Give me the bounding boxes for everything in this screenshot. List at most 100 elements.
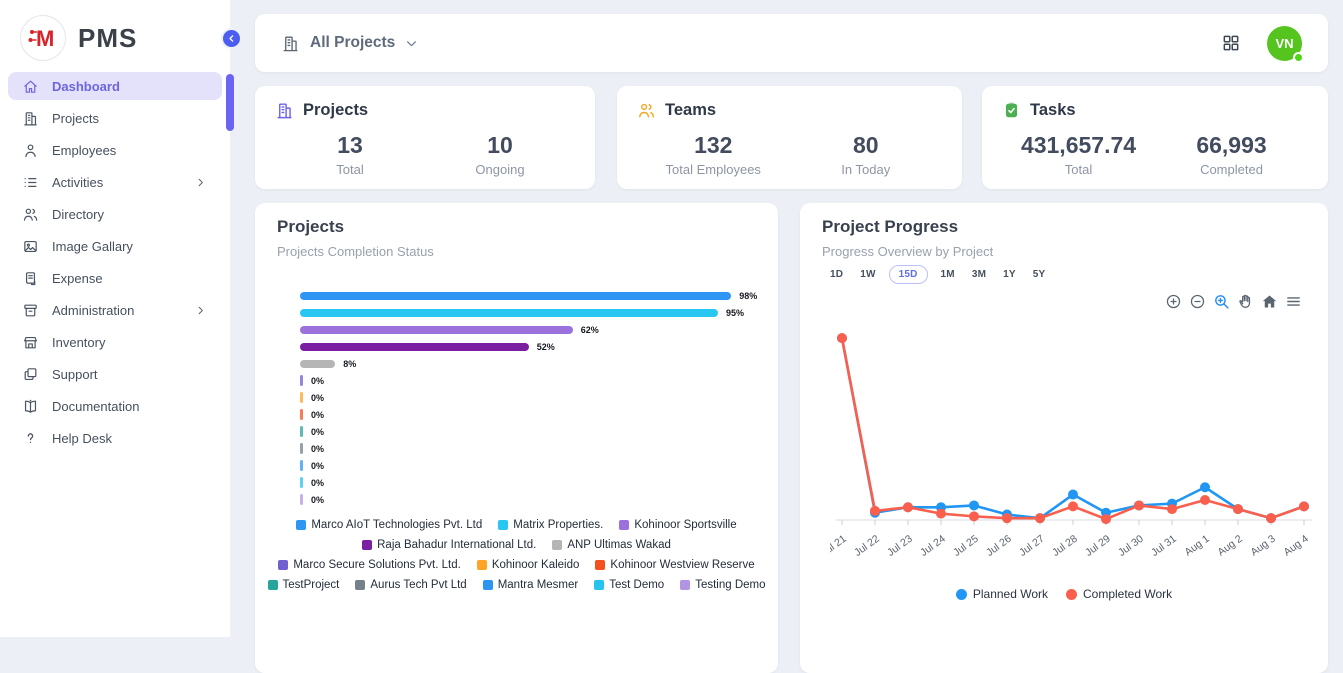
legend-item[interactable]: TestProject <box>267 579 339 591</box>
bar-row: 0% <box>300 406 764 423</box>
project-filter-dropdown[interactable]: All Projects <box>281 34 418 53</box>
stat-title: Teams <box>665 101 717 119</box>
sidebar-scrollbar-thumb[interactable] <box>226 74 234 131</box>
legend-label: Marco AIoT Technologies Pvt. Ltd <box>311 519 483 531</box>
sidebar-item-image-gallary[interactable]: Image Gallary <box>8 232 222 260</box>
bar-value-label: 0% <box>311 477 325 488</box>
legend-swatch <box>267 580 278 590</box>
bar-value-label: 0% <box>311 375 325 386</box>
legend-swatch <box>498 520 509 530</box>
legend-item[interactable]: Aurus Tech Pvt Ltd <box>355 579 467 591</box>
sidebar-item-directory[interactable]: Directory <box>8 200 222 228</box>
stat-title: Projects <box>303 101 369 119</box>
range-15d[interactable]: 15D <box>888 265 928 284</box>
list-icon <box>24 177 37 187</box>
sidebar-item-support[interactable]: Support <box>8 360 222 388</box>
range-5y[interactable]: 5Y <box>1032 269 1046 280</box>
avatar-initials: VN <box>1275 35 1294 51</box>
book-icon <box>24 399 37 413</box>
stat-card-tasks: Tasks 431,657.74 Total 66,993 Completed <box>982 86 1328 189</box>
stat-value: 132 <box>694 132 733 158</box>
legend-label: Kohinoor Kaleido <box>491 559 580 571</box>
legend-item[interactable]: Kohinoor Westview Reserve <box>595 559 755 571</box>
stat-value: 66,993 <box>1196 132 1267 158</box>
zoom-out-icon[interactable] <box>1189 293 1206 310</box>
svg-text:Jul 22: Jul 22 <box>852 533 882 559</box>
sidebar-item-help-desk[interactable]: Help Desk <box>8 424 222 452</box>
legend-completed-work[interactable]: Completed Work <box>1066 587 1172 601</box>
legend-item[interactable]: Marco Secure Solutions Pvt. Ltd. <box>278 559 461 571</box>
person-icon <box>25 143 36 157</box>
sidebar-item-label: Administration <box>52 302 135 318</box>
legend-item[interactable]: ANP Ultimas Wakad <box>552 539 671 551</box>
range-1d[interactable]: 1D <box>830 269 844 280</box>
topbar: All Projects VN <box>255 14 1328 72</box>
home-icon[interactable] <box>1261 293 1278 310</box>
legend-row: Marco Secure Solutions Pvt. Ltd. Kohinoor… <box>269 559 764 571</box>
bar-value-label: 8% <box>343 358 357 369</box>
legend-item[interactable]: Matrix Properties. <box>498 519 603 531</box>
apps-grid-button[interactable] <box>1221 33 1241 53</box>
bar-row: 0% <box>300 423 764 440</box>
range-1w[interactable]: 1W <box>860 269 876 280</box>
legend-label: Raja Bahadur International Ltd. <box>377 539 537 551</box>
people-icon <box>639 103 655 118</box>
legend-swatch <box>595 560 606 570</box>
bar-value-label: 98% <box>739 290 758 301</box>
sidebar-item-employees[interactable]: Employees <box>8 136 222 164</box>
range-3m[interactable]: 3M <box>971 269 987 280</box>
zoom-select-icon[interactable] <box>1213 293 1230 310</box>
stat-value: 10 <box>487 132 513 158</box>
sidebar-item-label: Directory <box>52 206 105 222</box>
sidebar-collapse-button[interactable] <box>221 28 242 49</box>
card-title: Projects <box>277 217 345 236</box>
legend-item[interactable]: Kohinoor Sportsville <box>619 519 737 531</box>
legend-planned-work[interactable]: Planned Work <box>955 587 1048 601</box>
sidebar-item-documentation[interactable]: Documentation <box>8 392 222 420</box>
legend-item[interactable]: Testing Demo <box>680 579 766 591</box>
stat-card-teams: Teams 132 Total Employees 80 In Today <box>617 86 962 189</box>
legend-item[interactable]: Test Demo <box>594 579 664 591</box>
chart-toolbar <box>1165 293 1302 310</box>
bar-segment <box>300 443 303 454</box>
bar-chart-legend: Marco AIoT Technologies Pvt. Ltd Matrix P… <box>267 519 766 591</box>
sidebar-item-projects[interactable]: Projects <box>8 104 222 132</box>
user-avatar[interactable]: VN <box>1267 25 1304 63</box>
legend-swatch <box>362 540 373 550</box>
stat-label: Total <box>336 162 364 177</box>
clipboard-check-icon <box>1005 102 1018 118</box>
range-1m[interactable]: 1M <box>940 269 955 280</box>
bar-segment <box>300 359 336 368</box>
legend-label: Kohinoor Westview Reserve <box>610 559 755 571</box>
sidebar-item-administration[interactable]: Administration <box>8 296 222 324</box>
app-name: PMS <box>78 22 138 53</box>
building-icon <box>24 111 37 125</box>
legend-item[interactable]: Kohinoor Kaleido <box>476 559 580 571</box>
range-1y[interactable]: 1Y <box>1003 269 1016 280</box>
line-chart-svg: Jul 21 Jul 22 Jul 23 Jul 24 Jul 25 Jul 26 Jul … <box>819 333 1312 559</box>
sidebar-item-activities[interactable]: Activities <box>8 168 222 196</box>
stat-value: 431,657.74 <box>1020 132 1137 158</box>
bar-row: 62% <box>300 321 764 338</box>
legend-item[interactable]: Raja Bahadur International Ltd. <box>362 539 536 551</box>
svg-text:Jul 26: Jul 26 <box>984 533 1014 559</box>
legend-row: Marco AIoT Technologies Pvt. Ltd Matrix P… <box>269 519 764 531</box>
menu-icon[interactable] <box>1285 293 1302 310</box>
building-icon <box>283 35 298 51</box>
sidebar-item-expense[interactable]: Expense <box>8 264 222 292</box>
zoom-in-icon[interactable] <box>1165 293 1182 310</box>
sidebar-item-inventory[interactable]: Inventory <box>8 328 222 356</box>
legend-item[interactable]: Mantra Mesmer <box>482 579 579 591</box>
archive-icon <box>24 304 37 316</box>
pan-icon[interactable] <box>1237 293 1254 310</box>
sidebar-item-label: Expense <box>52 270 103 286</box>
stat-label: Ongoing <box>475 162 525 177</box>
grid-icon <box>1223 35 1239 51</box>
legend-item[interactable]: Marco AIoT Technologies Pvt. Ltd <box>296 519 482 531</box>
receipt-icon <box>26 271 36 285</box>
completion-bar-chart: 98% 95% 62% 52% 8% 0% 0% 0% 0% 0% 0% 0% 0% <box>300 287 764 508</box>
bar-row: 0% <box>300 372 764 389</box>
sidebar-item-dashboard[interactable]: Dashboard <box>8 72 222 100</box>
stat-label: Total <box>1064 162 1093 177</box>
legend-label: Mantra Mesmer <box>497 579 579 591</box>
